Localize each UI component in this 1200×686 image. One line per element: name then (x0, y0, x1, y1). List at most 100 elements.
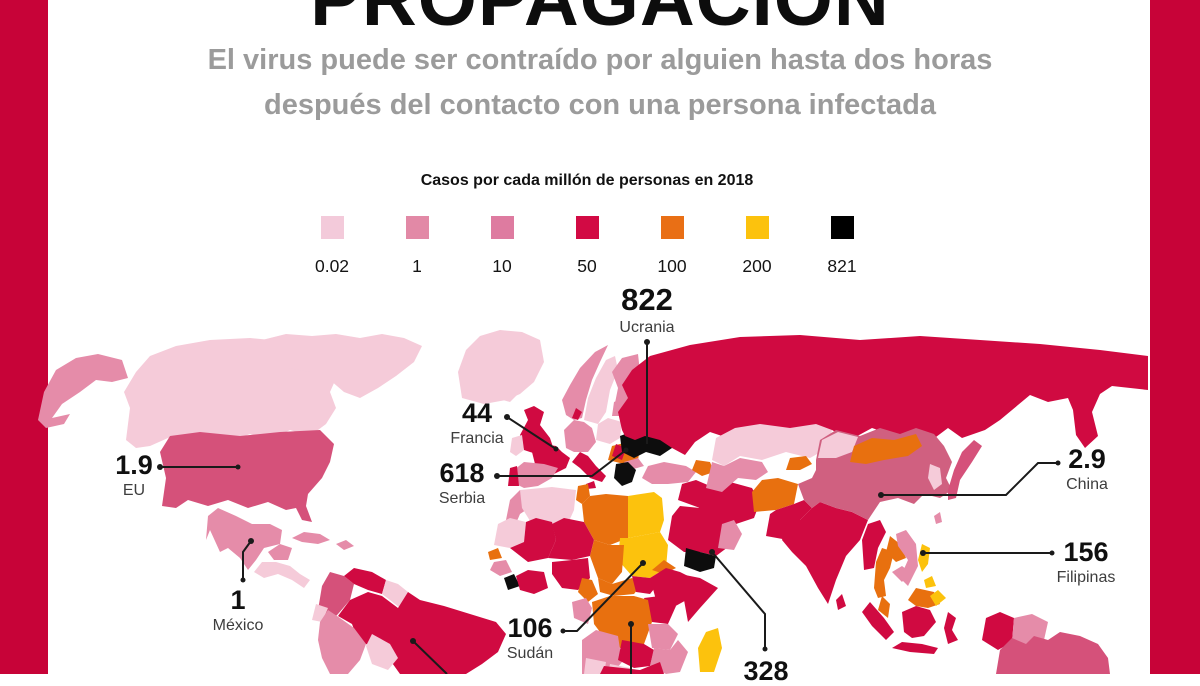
callout-ucrania-label: Ucrania (619, 319, 675, 336)
legend-values: 0.02 1 10 50 100 200 821 (0, 256, 1174, 277)
country-afghanistan (752, 478, 798, 512)
callout-serbia-value: 618 (439, 458, 485, 488)
legend-swatch-3 (575, 216, 599, 239)
callout-sudan-value: 106 (507, 613, 553, 643)
leader-line-drc (628, 621, 634, 674)
country-vietnam (896, 530, 918, 586)
country-brazil (338, 592, 506, 674)
country-sweden (584, 356, 618, 424)
callout-serbia: 618 Serbia (439, 458, 485, 510)
callout-ucrania-value: 822 (621, 282, 673, 317)
country-sumatra (862, 602, 894, 640)
leader-line-filipinas (920, 550, 1055, 556)
country-tunisia (576, 484, 590, 504)
region-caucasus (692, 460, 714, 476)
country-greenland (458, 330, 544, 404)
country-japan (948, 440, 982, 500)
country-guinea (490, 560, 512, 576)
country-mexico (206, 508, 282, 570)
country-philippines-visayas (924, 576, 936, 588)
country-india (782, 502, 868, 604)
country-mongolia (850, 434, 922, 464)
right-red-border (1150, 0, 1200, 674)
country-hispaniola (336, 540, 354, 550)
country-cuba (292, 532, 330, 544)
region-guyanas (382, 580, 408, 608)
country-usa (160, 430, 334, 522)
country-libya (582, 494, 628, 545)
page-title: PROPAGACIÓN (0, 0, 1200, 38)
region-uzbek-turkmen (706, 458, 768, 492)
callout-francia-label: Francia (450, 430, 504, 447)
country-thailand (874, 548, 894, 598)
country-namibia (584, 658, 606, 674)
legend-value: 200 (742, 256, 772, 276)
country-nigeria (552, 558, 590, 590)
country-yucatan (268, 544, 292, 560)
country-philippines-mindanao (930, 590, 946, 606)
country-ecuador (312, 604, 328, 622)
region-borneo-north (908, 588, 940, 608)
region-borneo-south (902, 606, 936, 638)
country-egypt (628, 492, 664, 538)
country-somalia (680, 574, 718, 622)
country-yemen (684, 548, 716, 572)
legend-swatch-0 (320, 216, 344, 239)
country-taiwan (934, 512, 942, 524)
leader-line-francia (504, 414, 559, 452)
country-greece (614, 462, 636, 486)
country-oman (718, 520, 742, 550)
leader-line-brazil (410, 638, 448, 674)
country-chad (590, 540, 624, 584)
callout-serbia-label: Serbia (438, 490, 486, 507)
legend-swatches (0, 216, 1174, 239)
legend-swatch-4 (660, 216, 684, 239)
region-central-america (254, 562, 310, 588)
subtitle-line-2: después del contacto con una persona inf… (264, 89, 936, 121)
region-kenya-uganda (644, 596, 676, 624)
country-sulawesi (944, 612, 958, 644)
region-central-europe (564, 420, 596, 452)
leader-line-eu (157, 464, 241, 470)
country-java (892, 642, 938, 654)
callout-china-label: China (1066, 476, 1108, 493)
callout-eu-value: 1.9 (115, 450, 153, 480)
country-australia (996, 632, 1110, 674)
callout-mexico-label: México (212, 617, 264, 634)
country-norway (562, 345, 608, 420)
country-philippines-luzon (918, 544, 930, 572)
region-congo-gabon (572, 598, 592, 624)
country-zambia (618, 640, 654, 668)
legend-swatch-2 (490, 216, 514, 239)
leader-line-serbia (494, 447, 629, 479)
country-cameroon (578, 578, 598, 602)
leader-line-ucrania (644, 339, 650, 444)
callout-sudan: 106 Sudán (507, 613, 553, 665)
leader-line-yemen (709, 549, 768, 652)
country-iceland (496, 390, 518, 402)
country-turkey (642, 462, 696, 484)
country-italy (572, 452, 606, 482)
legend-swatch-5 (745, 216, 769, 239)
legend-swatch-6 (830, 216, 854, 239)
legend-value: 100 (657, 256, 687, 276)
legend-value: 0.02 (314, 256, 350, 276)
country-alaska (38, 354, 128, 428)
legend-value: 1 (412, 256, 422, 276)
country-malaysia (878, 596, 890, 618)
legend-value: 10 (492, 256, 512, 276)
callout-filipinas-label: Filipinas (1056, 569, 1116, 586)
country-korea (928, 464, 942, 490)
region-xinjiang (818, 432, 858, 458)
country-denmark (572, 408, 582, 420)
legend-swatch-1 (405, 216, 429, 239)
left-red-border (0, 0, 48, 674)
country-russia (618, 335, 1148, 455)
callout-china-value: 2.9 (1068, 444, 1106, 474)
subtitle: El virus puede ser contraído por alguien… (0, 38, 1200, 128)
country-tanzania (648, 624, 678, 650)
callout-328-value: 328 (743, 656, 789, 686)
country-mali (510, 518, 556, 562)
callout-francia: 44 Francia (450, 398, 503, 450)
